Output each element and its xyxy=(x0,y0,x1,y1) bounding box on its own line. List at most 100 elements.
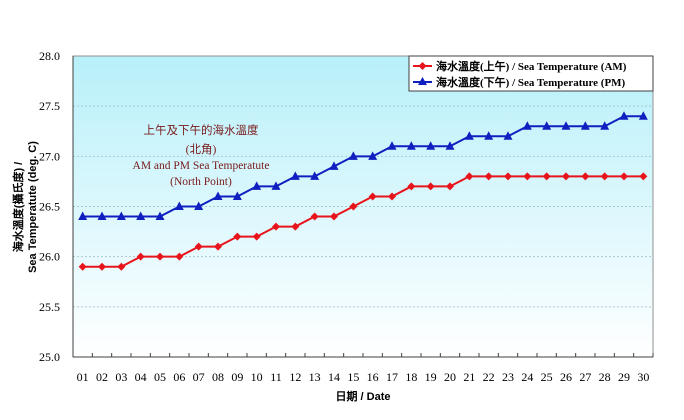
triangle-marker-icon xyxy=(445,141,455,150)
legend-label-am: 海水溫度(上午) / Sea Temperature (AM) xyxy=(436,59,627,73)
triangle-marker-icon xyxy=(174,201,184,210)
diamond-marker-icon xyxy=(78,262,87,271)
x-tick-label: 27 xyxy=(579,370,591,384)
annotation-line-2: (北角) xyxy=(186,143,217,156)
diamond-marker-icon xyxy=(426,182,435,191)
x-tick-label: 10 xyxy=(251,370,263,384)
triangle-marker-icon xyxy=(418,77,427,85)
y-tick-label: 26.5 xyxy=(39,200,60,214)
triangle-marker-icon xyxy=(116,211,126,221)
triangle-marker-icon xyxy=(503,131,513,140)
triangle-marker-icon xyxy=(290,171,300,180)
annotation-line-1: 上午及下午的海水溫度 xyxy=(144,123,259,137)
diamond-marker-icon xyxy=(620,172,628,181)
triangle-marker-icon xyxy=(252,181,262,190)
x-tick-label: 25 xyxy=(541,370,553,384)
triangle-marker-icon xyxy=(97,211,107,221)
diamond-marker-icon xyxy=(349,202,358,211)
triangle-marker-icon xyxy=(387,141,397,150)
diamond-marker-icon xyxy=(542,172,551,181)
triangle-marker-icon xyxy=(619,111,629,120)
x-tick-label: 18 xyxy=(405,370,417,384)
triangle-marker-icon xyxy=(329,161,339,170)
triangle-marker-icon xyxy=(542,121,552,130)
x-tick-label: 16 xyxy=(367,370,379,384)
diamond-marker-icon xyxy=(639,172,648,181)
triangle-marker-icon xyxy=(78,211,88,221)
triangle-marker-icon xyxy=(580,121,590,130)
y-axis-title-line-1: 海水溫度(攝氏度) / xyxy=(11,162,25,252)
annotation-line-4: (North Point) xyxy=(170,176,232,188)
diamond-marker-icon xyxy=(388,192,396,201)
y-axis-ticks: 25.0 25.5 26.0 26.5 27.0 27.5 28.0 xyxy=(39,49,60,364)
series-am xyxy=(78,172,648,271)
x-tick-label: 12 xyxy=(289,370,301,384)
diamond-marker-icon xyxy=(523,172,532,181)
y-tick-label: 27.5 xyxy=(39,99,60,113)
diamond-marker-icon xyxy=(233,232,242,241)
diamond-marker-icon xyxy=(272,222,280,231)
diamond-marker-icon xyxy=(291,222,300,231)
triangle-marker-icon xyxy=(561,121,571,130)
diamond-marker-icon xyxy=(562,172,570,181)
x-tick-label: 28 xyxy=(599,370,611,384)
x-tick-label: 11 xyxy=(270,370,282,384)
triangle-marker-icon xyxy=(406,141,416,150)
y-tick-label: 25.0 xyxy=(39,350,60,364)
legend-item-pm: 海水溫度(下午) / Sea Temperature (PM) xyxy=(413,75,626,89)
series-layer xyxy=(78,111,648,271)
diamond-marker-icon xyxy=(446,182,454,191)
diamond-marker-icon xyxy=(98,262,106,271)
y-tick-label: 27.0 xyxy=(39,149,60,163)
diamond-marker-icon xyxy=(136,252,145,261)
x-tick-label: 03 xyxy=(115,370,127,384)
legend-item-am: 海水溫度(上午) / Sea Temperature (AM) xyxy=(413,59,627,73)
diamond-marker-icon xyxy=(407,182,416,191)
triangle-marker-icon xyxy=(310,171,320,180)
x-tick-label: 20 xyxy=(444,370,456,384)
diamond-marker-icon xyxy=(175,252,184,261)
diamond-marker-icon xyxy=(194,242,203,251)
x-tick-label: 02 xyxy=(96,370,108,384)
triangle-marker-icon xyxy=(426,141,436,150)
diamond-marker-icon xyxy=(330,212,338,221)
x-tick-label: 30 xyxy=(637,370,649,384)
triangle-marker-icon xyxy=(271,181,281,190)
triangle-marker-icon xyxy=(194,201,204,210)
x-tick-label: 17 xyxy=(386,370,398,384)
legend: 海水溫度(上午) / Sea Temperature (AM) 海水溫度(下午)… xyxy=(408,55,654,92)
diamond-marker-icon xyxy=(600,172,609,181)
y-axis-title-line-2: Sea Temperatute (deg. C) xyxy=(27,141,39,273)
x-tick-label: 07 xyxy=(193,370,205,384)
diamond-marker-icon xyxy=(484,172,493,181)
triangle-marker-icon xyxy=(484,131,494,140)
y-tick-label: 25.5 xyxy=(39,300,60,314)
y-axis-title-2: Sea Temperatute (deg. C) xyxy=(27,141,39,273)
x-tick-label: 08 xyxy=(212,370,224,384)
x-tick-label: 06 xyxy=(173,370,185,384)
triangle-marker-icon xyxy=(155,211,165,221)
diamond-marker-icon xyxy=(368,192,377,201)
triangle-marker-icon xyxy=(213,191,223,200)
annotation-line-3: AM and PM Sea Temperatute xyxy=(133,160,270,172)
triangle-marker-icon xyxy=(600,121,610,130)
diamond-marker-icon xyxy=(581,172,590,181)
triangle-marker-icon xyxy=(368,151,378,160)
x-axis-ticks: 01 02 03 04 05 06 07 08 09 10 11 12 13 14 15 16 17 18 19 20… xyxy=(72,353,654,384)
triangle-marker-icon xyxy=(232,191,242,200)
x-tick-label: 13 xyxy=(309,370,321,384)
diamond-marker-icon xyxy=(214,242,222,251)
diamond-marker-icon xyxy=(418,62,427,70)
y-axis-title: 海水溫度(攝氏度) / xyxy=(11,162,25,252)
diamond-marker-icon xyxy=(310,212,319,221)
triangle-marker-icon xyxy=(464,131,474,140)
series-pm xyxy=(78,111,648,221)
diamond-marker-icon xyxy=(117,262,126,271)
x-tick-label: 15 xyxy=(347,370,359,384)
x-tick-label: 05 xyxy=(154,370,166,384)
triangle-marker-icon xyxy=(348,151,358,160)
x-tick-label: 24 xyxy=(521,370,533,384)
chart-annotation: 上午及下午的海水溫度 (北角) AM and PM Sea Temperatut… xyxy=(133,123,270,188)
x-axis-title: 日期 / Date xyxy=(335,389,390,403)
